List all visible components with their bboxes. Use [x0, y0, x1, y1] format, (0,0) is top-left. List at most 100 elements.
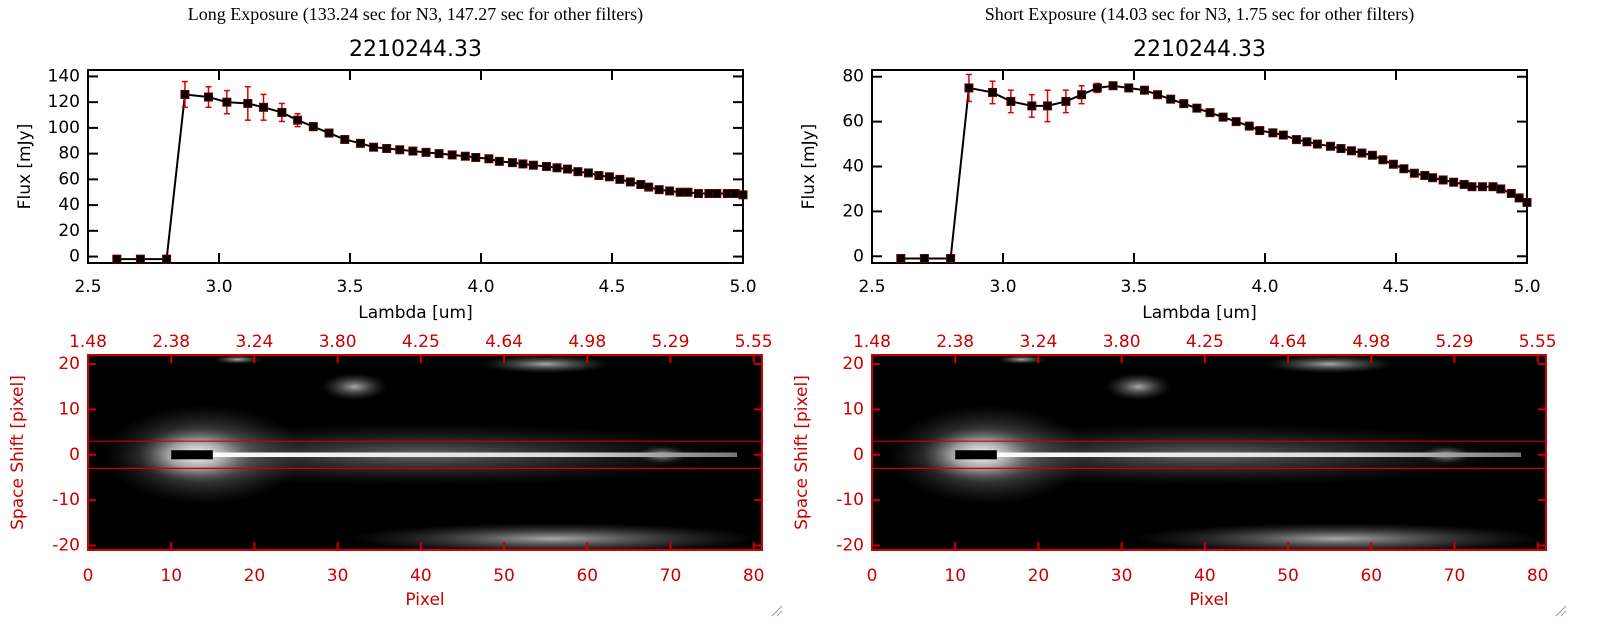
x-tick-label: 4.5 [1382, 277, 1409, 297]
x-tick-label: 60 [1360, 566, 1382, 586]
data-point [1477, 182, 1487, 192]
data-point [528, 160, 538, 170]
x-tick-label: 4.5 [598, 277, 625, 297]
y-tick-label: -10 [836, 490, 864, 510]
data-point [1399, 164, 1409, 174]
x-tick-label: 2.5 [858, 277, 885, 297]
x2-tick-label: 4.64 [1269, 332, 1307, 352]
data-point [1357, 148, 1367, 158]
x-tick-label: 80 [1527, 566, 1549, 586]
y-tick-label: 100 [48, 118, 80, 138]
data-point [1278, 130, 1288, 140]
x-tick-label: 50 [1277, 566, 1299, 586]
data-point [1231, 117, 1241, 127]
x-tick-label: 40 [1194, 566, 1216, 586]
x-tick-label: 70 [660, 566, 682, 586]
x2-tick-label: 4.98 [1352, 332, 1390, 352]
data-point [1438, 175, 1448, 185]
resize-grip [771, 605, 1567, 617]
x-tick-label: 5.0 [1513, 277, 1540, 297]
y-tick-label: -20 [836, 535, 864, 555]
x-axis-label: Pixel [1189, 590, 1228, 610]
x-tick-label: 3.0 [205, 277, 232, 297]
data-point [277, 107, 287, 117]
data-point [552, 163, 562, 173]
x-tick-label: 20 [1028, 566, 1050, 586]
y-tick-label: 40 [58, 195, 80, 215]
x2-tick-label: 5.55 [1519, 332, 1557, 352]
y-tick-label: 60 [58, 169, 80, 189]
data-point [1514, 193, 1524, 203]
x2-tick-label: 4.98 [568, 332, 606, 352]
y-tick-label: 20 [842, 354, 864, 374]
data-point [1124, 83, 1134, 93]
y-tick-label: -20 [52, 535, 80, 555]
x-tick-label: 4.0 [1251, 277, 1278, 297]
x-tick-label: 5.0 [729, 277, 756, 297]
x2-tick-label: 3.24 [1019, 332, 1057, 352]
data-point [1459, 179, 1469, 189]
data-point [722, 189, 732, 199]
data-point [665, 186, 675, 196]
data-point [964, 83, 974, 93]
panel-header: Long Exposure (133.24 sec for N3, 147.27… [188, 4, 643, 25]
data-point [135, 254, 145, 264]
data-point [1139, 85, 1149, 95]
data-point [738, 190, 748, 200]
data-point [222, 97, 232, 107]
y-axis-label: Space Shift [pixel] [8, 375, 28, 530]
x-tick-label: 3.5 [336, 277, 363, 297]
data-point [654, 185, 664, 195]
data-point [421, 147, 431, 157]
x-tick-label: 40 [410, 566, 432, 586]
data-point [1205, 108, 1215, 118]
data-point [1006, 96, 1016, 106]
data-point [355, 138, 365, 148]
x-axis-label: Lambda [um] [358, 303, 472, 323]
y-tick-label: 120 [48, 92, 80, 112]
data-point [324, 128, 334, 138]
plot-frame [871, 354, 1547, 551]
data-point [447, 150, 457, 160]
series-line [116, 93, 744, 261]
x-tick-label: 60 [576, 566, 598, 586]
x2-tick-label: 2.38 [152, 332, 190, 352]
x2-tick-label: 4.25 [402, 332, 440, 352]
data-point [683, 187, 693, 197]
x2-tick-label: 5.29 [652, 332, 690, 352]
chart-title: 2210244.33 [1133, 37, 1266, 62]
x-tick-label: 80 [743, 566, 765, 586]
data-point [1420, 170, 1430, 180]
data-point [162, 254, 172, 264]
data-point [1488, 182, 1498, 192]
data-point [1268, 128, 1278, 138]
data-point [1302, 137, 1312, 147]
x2-tick-label: 3.80 [319, 332, 357, 352]
plot-frame [871, 69, 1528, 264]
data-point [1496, 184, 1506, 194]
data-point [1312, 139, 1322, 149]
data-point [369, 142, 379, 152]
data-point [112, 254, 122, 264]
data-point [919, 254, 929, 264]
x-tick-label: 70 [1444, 566, 1466, 586]
x-tick-label: 2.5 [74, 277, 101, 297]
data-point [1388, 159, 1398, 169]
data-point [494, 156, 504, 166]
data-point [594, 171, 604, 181]
data-point [460, 151, 470, 161]
data-point [542, 162, 551, 171]
y-tick-label: 140 [48, 66, 80, 86]
data-point [1061, 96, 1071, 106]
plot-frame [87, 354, 763, 551]
x-tick-label: 4.0 [467, 277, 494, 297]
data-point [1326, 141, 1335, 151]
x2-tick-label: 4.64 [485, 332, 523, 352]
x-tick-label: 30 [1111, 566, 1133, 586]
x-axis-label: Lambda [um] [1142, 303, 1256, 323]
x-tick-label: 10 [160, 566, 182, 586]
x-axis-label: Pixel [405, 590, 444, 610]
x2-tick-label: 5.55 [735, 332, 773, 352]
data-point [1255, 126, 1265, 136]
